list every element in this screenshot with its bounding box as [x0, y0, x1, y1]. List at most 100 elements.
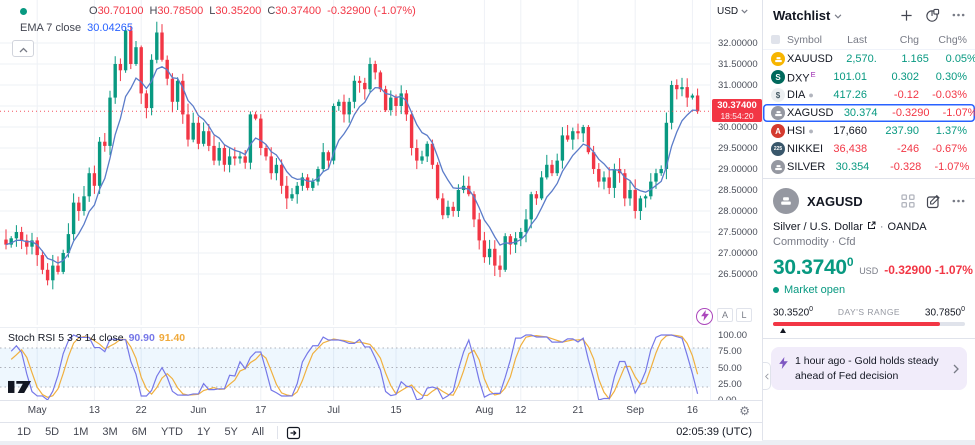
- watchlist-row-hsi[interactable]: A HSI ● 17,660 237.90 1.37%: [763, 122, 975, 140]
- gear-icon[interactable]: ⚙: [739, 404, 750, 418]
- watchlist-row-xauusd[interactable]: XAUUSD 2,570. 1.165 0.05%: [763, 50, 975, 68]
- currency-label: USD: [717, 6, 739, 17]
- market-status-text: Market open: [784, 284, 846, 296]
- price-tick: 31.00000: [718, 80, 758, 91]
- news-headline: 1 hour ago - Gold holds steady ahead of …: [795, 355, 939, 382]
- column-chg[interactable]: Chg: [899, 33, 919, 46]
- price-currency: USD: [859, 266, 879, 276]
- hsi-symbol-icon: A: [771, 124, 785, 138]
- watchlist-symbol: XAGUSD: [787, 107, 834, 119]
- tradingview-logo[interactable]: [8, 379, 32, 399]
- time-axis-label: 22: [135, 405, 147, 416]
- last-price-value: 30.37400: [717, 100, 757, 112]
- range-button-3m[interactable]: 3M: [102, 426, 118, 438]
- chevron-down-icon[interactable]: [834, 6, 842, 24]
- range-button-6m[interactable]: 6M: [131, 426, 147, 438]
- time-axis-label: 17: [255, 405, 267, 416]
- stoch-k-value: 90.90: [128, 332, 155, 344]
- news-item[interactable]: 1 hour ago - Gold holds steady ahead of …: [771, 347, 967, 390]
- edit-icon[interactable]: [926, 194, 941, 209]
- range-low: 30.35200: [773, 306, 814, 319]
- range-button-all[interactable]: All: [251, 426, 265, 438]
- watchlist-title[interactable]: Watchlist: [773, 7, 831, 23]
- symbol-full-name[interactable]: Silver / U.S. Dollar: [773, 221, 863, 233]
- indicator-tick: 100.00: [718, 330, 748, 341]
- nikkei-symbol-icon: 225: [771, 142, 785, 156]
- xauusd-symbol-icon: [771, 52, 785, 66]
- open-label: O: [89, 5, 98, 17]
- candlestick-chart[interactable]: [0, 0, 710, 325]
- range-button-ytd[interactable]: YTD: [160, 426, 183, 438]
- price-axis[interactable]: USD 32.0000031.5000031.0000030.5000030.0…: [710, 0, 762, 406]
- watchlist-column-headers: Symbol Last Chg Chg%: [763, 30, 975, 50]
- currency-dropdown[interactable]: USD: [717, 6, 748, 17]
- chart-region: O30.70100 H30.78500 L30.35200 C30.37400 -0.3…: [0, 0, 762, 440]
- add-symbol-icon[interactable]: [900, 9, 913, 22]
- symbol-detail: XAGUSD Silver / U.S. Dollar · OANDA Comm…: [763, 179, 975, 340]
- watchlist-symbol: DXYE: [787, 69, 816, 85]
- instant-order-badge[interactable]: [696, 308, 713, 325]
- heatmap-icon[interactable]: [925, 8, 940, 23]
- range-button-1y[interactable]: 1Y: [196, 426, 211, 438]
- go-to-date-icon[interactable]: [286, 425, 301, 440]
- watchlist-row-xagusd[interactable]: XAGUSD 30.374 -0.3290 -1.07%: [763, 104, 975, 122]
- watchlist-row-dxy[interactable]: S DXYE 101.01 0.302 0.30%: [763, 68, 975, 86]
- lightning-icon: [779, 357, 788, 370]
- last-value: 417.26: [833, 89, 867, 101]
- time-axis-label: 21: [572, 405, 584, 416]
- ohlc-legend: O30.70100 H30.78500 L30.35200 C30.37400 -0.3…: [20, 5, 416, 17]
- xagusd-symbol-icon: [771, 106, 785, 120]
- change-pct-value: 0.05%: [945, 53, 975, 65]
- time-axis-label: 15: [390, 405, 402, 416]
- range-button-5d[interactable]: 5D: [45, 426, 60, 438]
- more-menu-icon[interactable]: [952, 199, 965, 203]
- range-button-1m[interactable]: 1M: [73, 426, 89, 438]
- change-value: 1.165: [901, 53, 929, 65]
- grid-view-icon[interactable]: [901, 194, 915, 208]
- legend-collapse-button[interactable]: [12, 40, 34, 57]
- range-high: 30.78500: [924, 306, 965, 319]
- time-axis[interactable]: May 13 22 Jun 17 Jul 15 Aug 12 21 Sep 16 ⚙: [0, 400, 762, 422]
- time-axis-label: Aug: [475, 405, 494, 416]
- range-button-5y[interactable]: 5Y: [224, 426, 238, 438]
- price-tick: 29.50000: [718, 143, 758, 154]
- open-value: 30.70100: [97, 5, 144, 17]
- range-button-1d[interactable]: 1D: [17, 426, 32, 438]
- watchlist-symbol: NIKKEI: [787, 143, 824, 155]
- panel-collapse-handle[interactable]: [763, 362, 771, 390]
- low-label: L: [209, 5, 216, 17]
- watchlist-header: Watchlist: [763, 0, 975, 30]
- watchlist-row-dia[interactable]: $ DIA ● 417.26 -0.12 -0.03%: [763, 86, 975, 104]
- column-symbol[interactable]: Symbol: [787, 33, 823, 46]
- watchlist-row-nikkei[interactable]: 225 NIKKEI 36,438 -246 -0.67%: [763, 140, 975, 158]
- dia-symbol-icon: $: [771, 88, 785, 102]
- time-axis-label: Sep: [626, 405, 645, 416]
- watchlist-rows: XAUUSD 2,570. 1.165 0.05% S DXYE 101.01 0.302 0.…: [763, 50, 975, 176]
- watchlist-row-silver[interactable]: SILVER 30.354 -0.328 -1.07%: [763, 158, 975, 176]
- change-pct-value: -0.03%: [932, 89, 967, 101]
- time-axis-label: 13: [88, 405, 100, 416]
- days-range-bar: [773, 322, 965, 334]
- column-last[interactable]: Last: [847, 33, 867, 46]
- pane-divider[interactable]: [0, 327, 762, 328]
- watchlist-symbol: SILVER: [787, 161, 826, 173]
- indicator-legend: Stoch RSI 5 3 3 14 close 90.90 91.40: [8, 332, 185, 344]
- close-label: C: [267, 5, 276, 17]
- time-axis-label: May: [27, 405, 47, 416]
- silver-symbol-icon: [771, 160, 785, 174]
- symbol-price: 30.37400: [773, 255, 854, 279]
- chevron-up-icon: [19, 40, 28, 58]
- flag-column-icon[interactable]: [771, 35, 780, 44]
- change-pct-value: 0.30%: [935, 71, 967, 83]
- exchange-name: OANDA: [887, 221, 927, 233]
- auto-scale-button[interactable]: A: [717, 308, 733, 322]
- range-buttons: 1D 5D 1M 3M 6M YTD 1Y 5Y All: [10, 424, 271, 440]
- change-value: -0.32900 (-1.07%): [327, 5, 416, 17]
- price-tick: 30.00000: [718, 122, 758, 133]
- stoch-rsi-pane[interactable]: [0, 328, 710, 400]
- external-link-icon[interactable]: [867, 221, 876, 233]
- more-menu-icon[interactable]: [952, 13, 965, 17]
- log-scale-button[interactable]: L: [736, 308, 752, 322]
- session-clock[interactable]: 02:05:39 (UTC): [676, 426, 752, 438]
- column-chg-pct[interactable]: Chg%: [938, 33, 967, 46]
